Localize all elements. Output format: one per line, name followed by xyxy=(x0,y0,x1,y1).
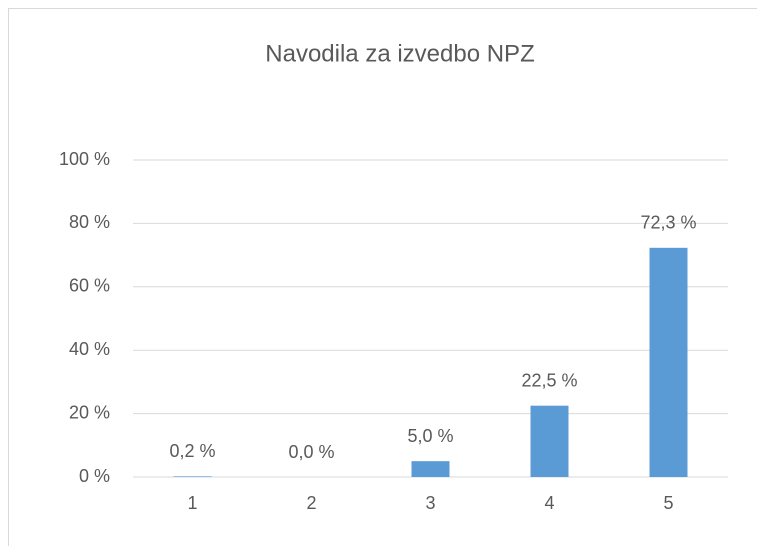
data-label: 5,0 % xyxy=(407,426,453,446)
x-tick-label: 5 xyxy=(663,493,673,513)
y-tick-label: 80 % xyxy=(69,212,110,232)
data-label: 72,3 % xyxy=(640,213,696,233)
bar xyxy=(411,461,450,477)
y-tick-label: 40 % xyxy=(69,339,110,359)
y-tick-label: 0 % xyxy=(79,466,110,486)
x-tick-label: 3 xyxy=(425,493,435,513)
data-label: 22,5 % xyxy=(521,370,577,390)
y-tick-label: 60 % xyxy=(69,276,110,296)
chart-title: Navodila za izvedbo NPZ xyxy=(265,40,534,67)
x-tick-label: 1 xyxy=(187,493,197,513)
bar xyxy=(649,247,688,477)
y-tick-label: 100 % xyxy=(59,149,110,169)
data-label: 0,2 % xyxy=(169,441,215,461)
y-tick-label: 20 % xyxy=(69,402,110,422)
bar xyxy=(530,405,569,477)
x-tick-label: 4 xyxy=(544,493,554,513)
bar xyxy=(173,476,212,477)
x-tick-label: 2 xyxy=(306,493,316,513)
data-label: 0,0 % xyxy=(288,442,334,462)
chart-border xyxy=(8,8,757,546)
